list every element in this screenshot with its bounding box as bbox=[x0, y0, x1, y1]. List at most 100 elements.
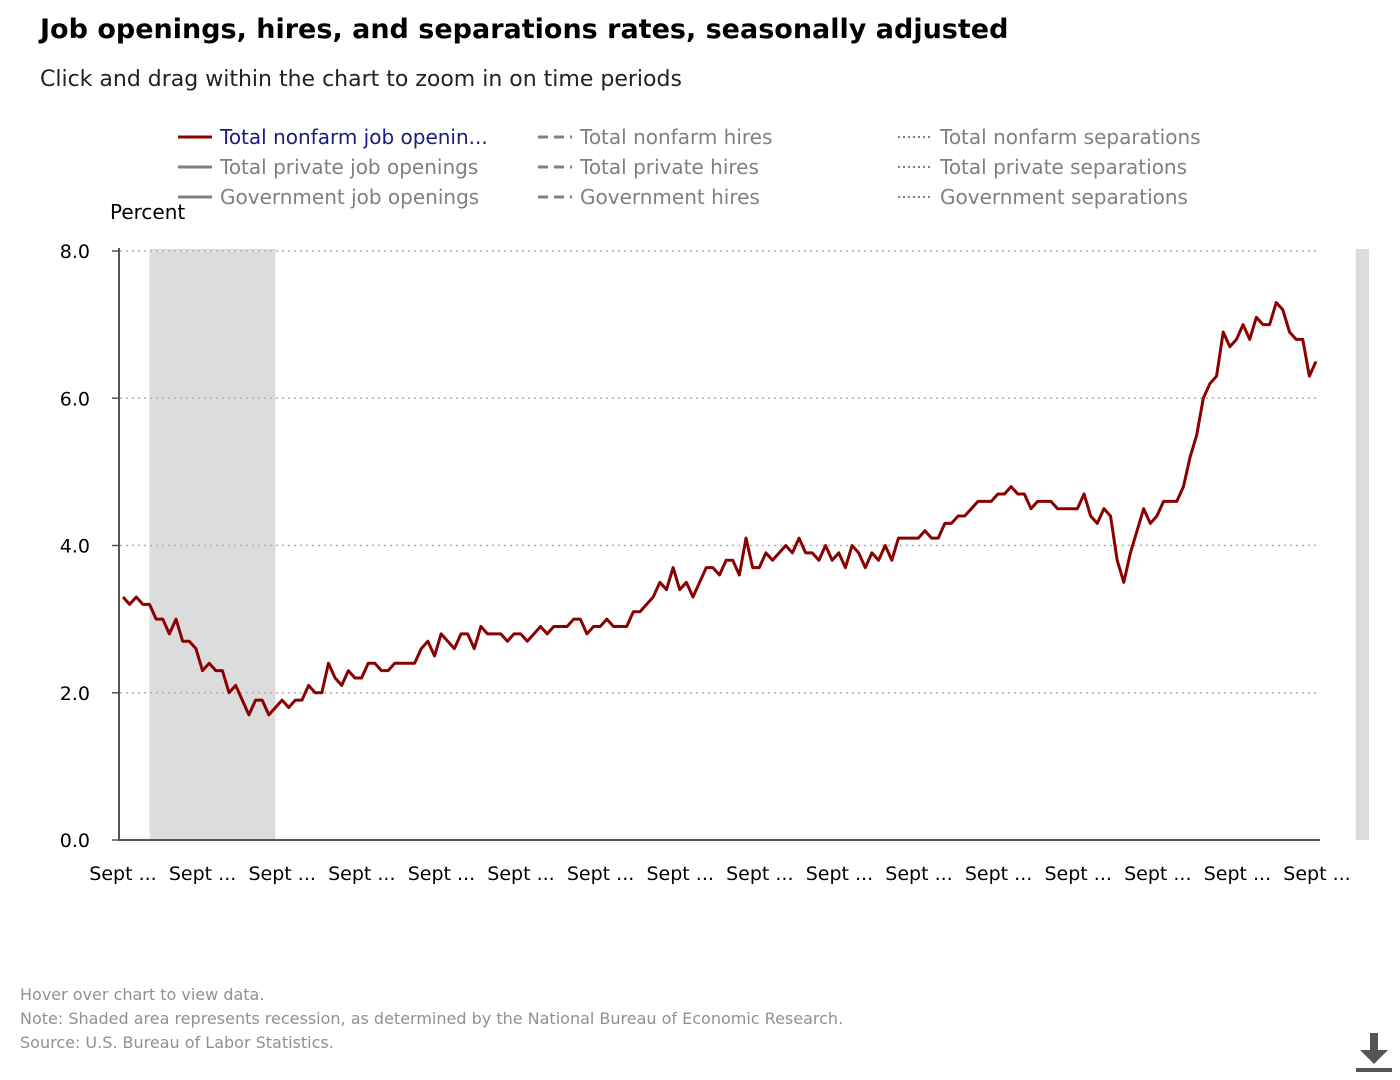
legend-item-7[interactable]: Total nonfarm separations bbox=[898, 122, 1201, 152]
data-point[interactable] bbox=[225, 689, 233, 697]
legend-item-6[interactable]: Government hires bbox=[538, 182, 760, 212]
legend-item-3[interactable]: Government job openings bbox=[178, 182, 479, 212]
legend-item-5[interactable]: Total private hires bbox=[538, 152, 759, 182]
legend-item-8[interactable]: Total private separations bbox=[898, 152, 1187, 182]
data-point[interactable] bbox=[742, 534, 750, 542]
data-point[interactable] bbox=[172, 615, 180, 623]
data-point[interactable] bbox=[417, 645, 425, 653]
data-point[interactable] bbox=[497, 630, 505, 638]
data-point[interactable] bbox=[285, 703, 293, 711]
data-point[interactable] bbox=[1179, 483, 1187, 491]
data-point[interactable] bbox=[523, 637, 531, 645]
data-point[interactable] bbox=[1186, 453, 1194, 461]
data-point[interactable] bbox=[822, 542, 830, 550]
data-point[interactable] bbox=[914, 534, 922, 542]
data-point[interactable] bbox=[623, 622, 631, 630]
data-point[interactable] bbox=[861, 564, 869, 572]
data-point[interactable] bbox=[888, 556, 896, 564]
data-point[interactable] bbox=[1093, 519, 1101, 527]
data-point[interactable] bbox=[165, 630, 173, 638]
data-point[interactable] bbox=[1113, 556, 1121, 564]
data-point[interactable] bbox=[1239, 321, 1247, 329]
data-point[interactable] bbox=[576, 615, 584, 623]
data-point[interactable] bbox=[795, 534, 803, 542]
data-point[interactable] bbox=[444, 637, 452, 645]
data-point[interactable] bbox=[875, 556, 883, 564]
data-point[interactable] bbox=[1252, 313, 1260, 321]
data-point[interactable] bbox=[146, 600, 154, 608]
chart-area[interactable]: Percent 0.02.04.06.08.0 Sept ... Sept ...… bbox=[0, 195, 1400, 895]
data-point[interactable] bbox=[271, 703, 279, 711]
data-point[interactable] bbox=[808, 549, 816, 557]
data-point[interactable] bbox=[537, 622, 545, 630]
data-point[interactable] bbox=[682, 578, 690, 586]
data-point[interactable] bbox=[126, 600, 134, 608]
data-point[interactable] bbox=[729, 556, 737, 564]
data-point[interactable] bbox=[192, 645, 200, 653]
data-point[interactable] bbox=[278, 696, 286, 704]
data-point[interactable] bbox=[431, 652, 439, 660]
data-point[interactable] bbox=[470, 645, 478, 653]
download-button[interactable] bbox=[1352, 1030, 1396, 1074]
data-point[interactable] bbox=[1047, 497, 1055, 505]
data-point[interactable] bbox=[1126, 549, 1134, 557]
data-point[interactable] bbox=[934, 534, 942, 542]
data-point[interactable] bbox=[716, 571, 724, 579]
legend-item-2[interactable]: Total private job openings bbox=[178, 152, 478, 182]
data-point[interactable] bbox=[769, 556, 777, 564]
data-point[interactable] bbox=[868, 549, 876, 557]
legend-item-1[interactable]: Total nonfarm job openin... bbox=[178, 122, 488, 152]
data-point[interactable] bbox=[1299, 335, 1307, 343]
data-point[interactable] bbox=[1087, 512, 1095, 520]
data-point[interactable] bbox=[815, 556, 823, 564]
data-point[interactable] bbox=[1020, 490, 1028, 498]
data-point[interactable] bbox=[669, 564, 677, 572]
data-point[interactable] bbox=[159, 615, 167, 623]
data-point[interactable] bbox=[1133, 527, 1141, 535]
data-point[interactable] bbox=[596, 622, 604, 630]
data-point[interactable] bbox=[1199, 394, 1207, 402]
legend-item-9[interactable]: Government separations bbox=[898, 182, 1188, 212]
data-point[interactable] bbox=[411, 659, 419, 667]
data-point[interactable] bbox=[841, 564, 849, 572]
data-point[interactable] bbox=[331, 674, 339, 682]
data-point[interactable] bbox=[338, 681, 346, 689]
data-point[interactable] bbox=[1232, 335, 1240, 343]
data-point[interactable] bbox=[205, 659, 213, 667]
data-point[interactable] bbox=[119, 593, 127, 601]
data-point[interactable] bbox=[530, 630, 538, 638]
data-point[interactable] bbox=[649, 593, 657, 601]
data-point[interactable] bbox=[1027, 505, 1035, 513]
data-point[interactable] bbox=[563, 622, 571, 630]
data-point[interactable] bbox=[503, 637, 511, 645]
data-point[interactable] bbox=[775, 549, 783, 557]
data-point[interactable] bbox=[782, 542, 790, 550]
data-point[interactable] bbox=[835, 549, 843, 557]
data-point[interactable] bbox=[464, 630, 472, 638]
data-point[interactable] bbox=[1285, 328, 1293, 336]
data-point[interactable] bbox=[1146, 519, 1154, 527]
data-point[interactable] bbox=[358, 674, 366, 682]
data-point[interactable] bbox=[1305, 372, 1313, 380]
data-point[interactable] bbox=[305, 681, 313, 689]
data-point[interactable] bbox=[1279, 306, 1287, 314]
data-point[interactable] bbox=[1213, 372, 1221, 380]
data-point[interactable] bbox=[344, 667, 352, 675]
data-point[interactable] bbox=[735, 571, 743, 579]
data-point[interactable] bbox=[1272, 299, 1280, 307]
data-point[interactable] bbox=[199, 667, 207, 675]
data-point[interactable] bbox=[1100, 505, 1108, 513]
data-point[interactable] bbox=[1219, 328, 1227, 336]
data-point[interactable] bbox=[318, 689, 326, 697]
data-point[interactable] bbox=[1120, 578, 1128, 586]
data-point[interactable] bbox=[1193, 431, 1201, 439]
data-point[interactable] bbox=[961, 512, 969, 520]
data-point[interactable] bbox=[1153, 512, 1161, 520]
data-point[interactable] bbox=[848, 542, 856, 550]
data-point[interactable] bbox=[1246, 335, 1254, 343]
data-point[interactable] bbox=[788, 549, 796, 557]
data-point[interactable] bbox=[1007, 483, 1015, 491]
data-point[interactable] bbox=[437, 630, 445, 638]
data-point[interactable] bbox=[689, 593, 697, 601]
data-point[interactable] bbox=[921, 527, 929, 535]
